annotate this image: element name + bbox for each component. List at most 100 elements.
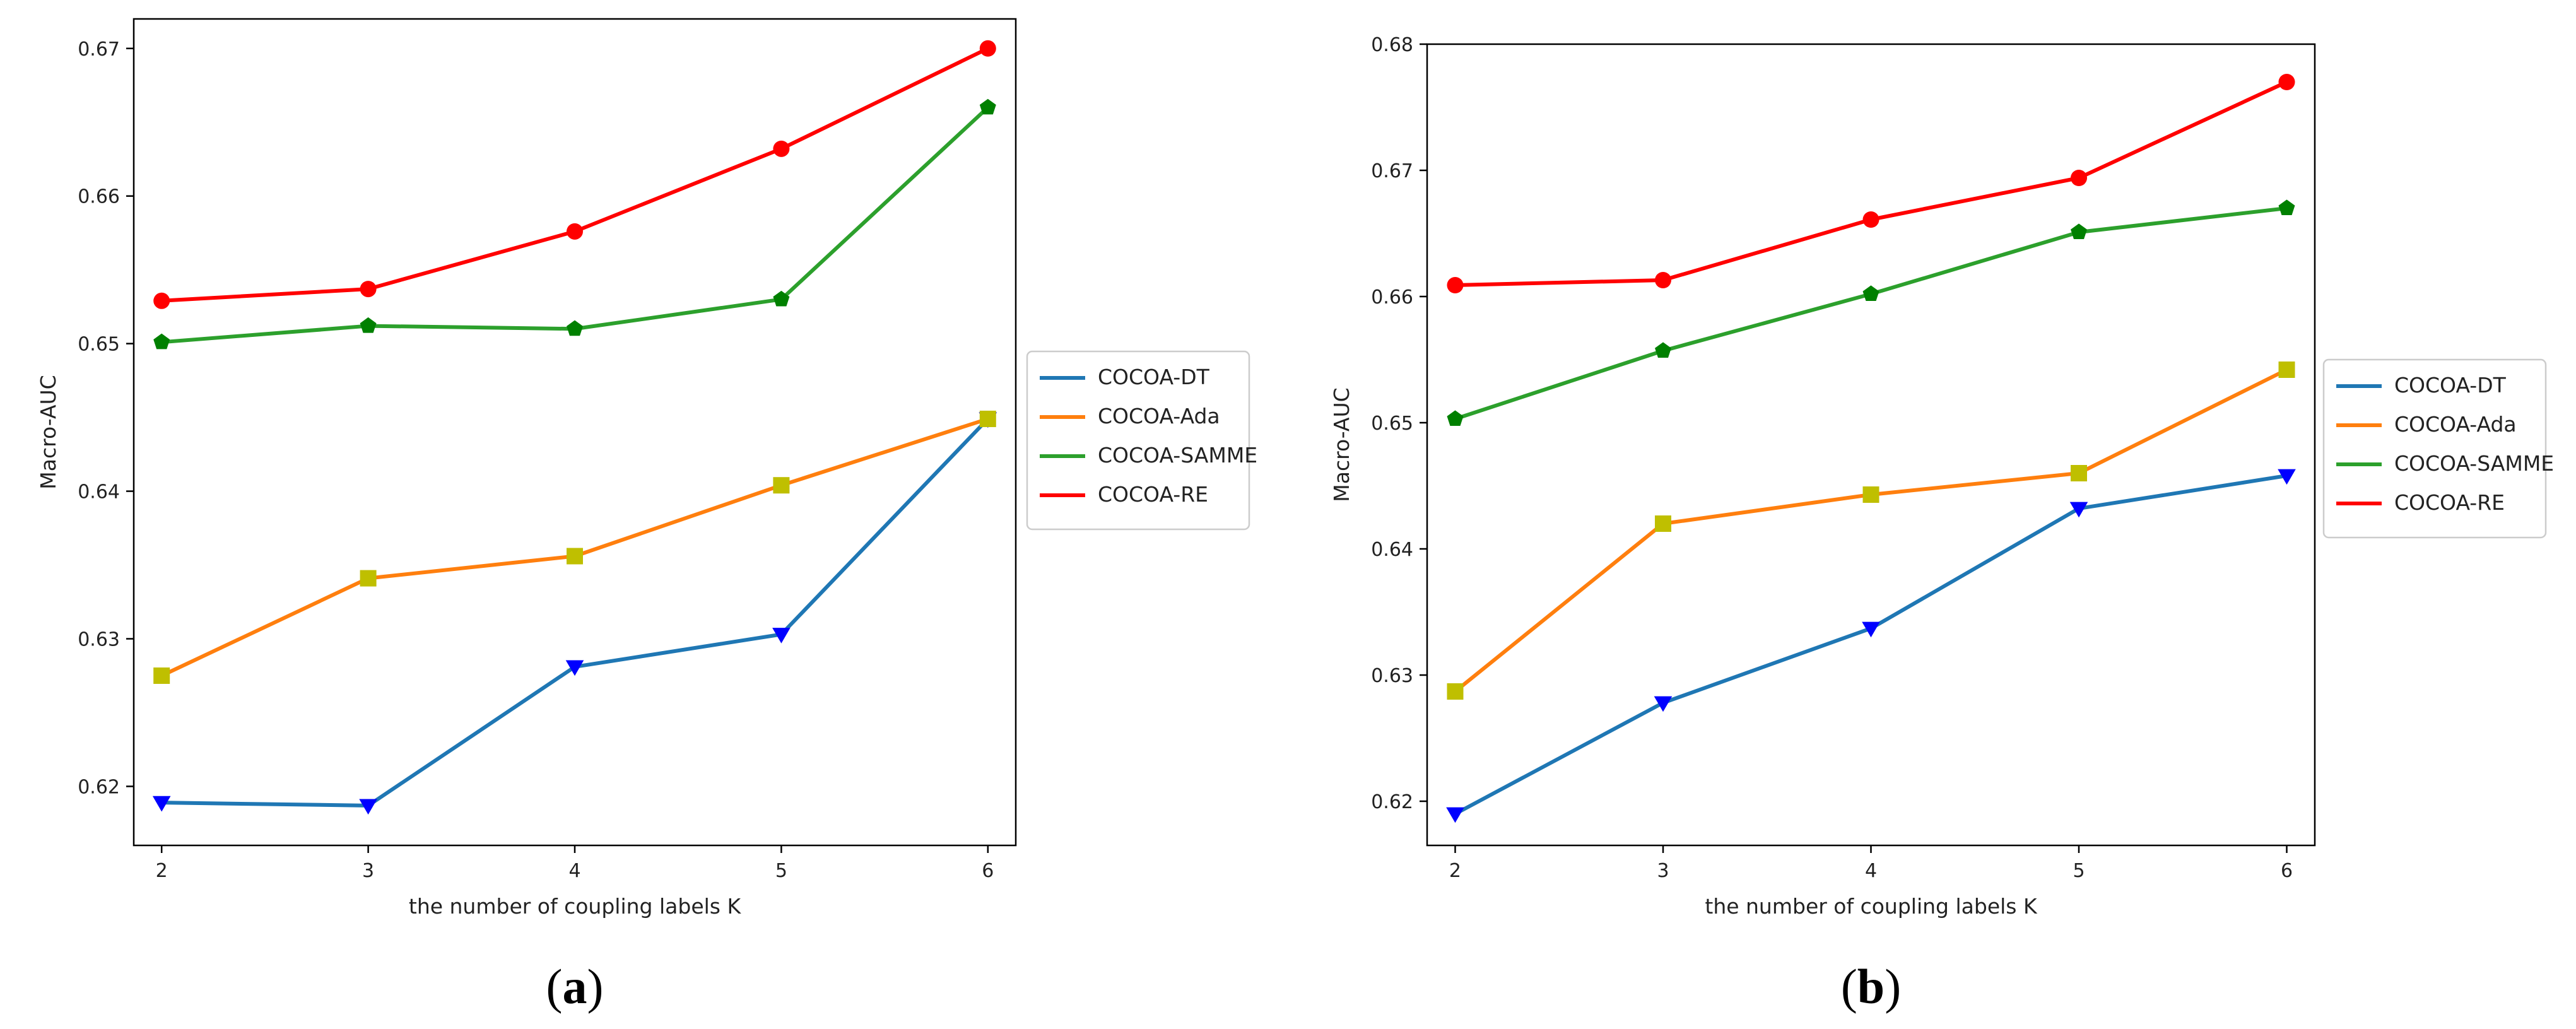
caption-close-paren: ) xyxy=(587,959,604,1014)
x-tick-label: 2 xyxy=(156,860,168,882)
legend-label: COCOA-RE xyxy=(2394,490,2505,515)
data-point-marker xyxy=(567,548,583,565)
data-point-marker xyxy=(153,333,170,350)
y-tick-label: 0.65 xyxy=(1371,413,1413,435)
data-point-marker xyxy=(152,796,171,812)
data-point-marker xyxy=(2278,74,2295,90)
legend-label: COCOA-DT xyxy=(1098,365,1210,389)
data-point-marker xyxy=(1862,621,1880,638)
x-tick-label: 3 xyxy=(1657,860,1669,882)
series-cocoa-dt xyxy=(1446,469,2296,823)
y-tick-label: 0.64 xyxy=(78,481,120,503)
data-point-marker xyxy=(2071,170,2088,186)
data-point-marker xyxy=(773,290,790,307)
series-cocoa-re xyxy=(153,40,996,309)
y-tick-label: 0.62 xyxy=(1371,791,1413,813)
series-line xyxy=(1453,474,2289,816)
y-tick-label: 0.67 xyxy=(1371,160,1413,182)
series-line xyxy=(1453,368,2289,693)
data-point-marker xyxy=(979,98,996,115)
data-point-marker xyxy=(2278,469,2296,485)
series-cocoa-samme xyxy=(1447,199,2295,426)
data-point-marker xyxy=(1862,486,1879,503)
x-axis-label: the number of coupling labels K xyxy=(409,894,742,919)
data-point-marker xyxy=(567,320,583,336)
y-tick-label: 0.63 xyxy=(1371,665,1413,687)
caption-close-paren: ) xyxy=(1885,959,1901,1014)
chart-panel-a: 2 3 4 5 6 0.62 0.63 0.64 0.65 0.66 0.67 the number … xyxy=(36,18,1257,1014)
legend-label: COCOA-SAMME xyxy=(2394,451,2554,476)
series-cocoa-re xyxy=(1447,74,2295,293)
data-point-marker xyxy=(567,223,583,240)
y-tick-label: 0.67 xyxy=(78,38,120,61)
series-line xyxy=(1453,80,2289,287)
caption-letter: a xyxy=(563,959,587,1014)
series-line xyxy=(1453,206,2289,421)
y-axis-label: Macro-AUC xyxy=(36,375,61,489)
y-tick-label: 0.68 xyxy=(1371,34,1413,56)
legend-label: COCOA-Ada xyxy=(2394,412,2517,437)
series-line xyxy=(160,416,990,808)
legend-box xyxy=(1026,350,1250,531)
legend: COCOA-DT COCOA-Ada COCOA-SAMME COCOA-RE xyxy=(2322,358,2554,539)
data-point-marker xyxy=(153,292,170,309)
x-tick-label: 3 xyxy=(362,860,374,882)
data-point-marker xyxy=(1862,285,1879,302)
data-point-marker xyxy=(2071,223,2087,240)
data-point-marker xyxy=(773,477,790,494)
legend-label: COCOA-RE xyxy=(1098,482,1208,507)
data-point-marker xyxy=(2278,199,2295,216)
caption-open-paren: ( xyxy=(546,959,563,1014)
data-point-marker xyxy=(772,628,791,644)
y-tick-label: 0.66 xyxy=(1371,286,1413,309)
series-cocoa-samme xyxy=(153,98,996,350)
data-point-marker xyxy=(1654,696,1673,712)
chart-panel-b: 2 3 4 5 6 0.62 0.63 0.64 0.65 0.66 0.67 0.68 the num… xyxy=(1329,34,2554,1014)
x-tick-label: 6 xyxy=(982,860,994,882)
data-point-marker xyxy=(360,281,377,298)
data-point-marker xyxy=(360,570,377,587)
x-axis-label: the number of coupling labels K xyxy=(1705,894,2038,919)
data-point-marker xyxy=(565,660,584,676)
x-tick-label: 5 xyxy=(2073,860,2085,882)
data-point-marker xyxy=(1655,342,1671,358)
data-point-marker xyxy=(1447,683,1464,700)
data-point-marker xyxy=(979,40,996,57)
data-point-marker xyxy=(2069,502,2088,518)
y-axis-label: Macro-AUC xyxy=(1329,387,1354,502)
x-tick-label: 4 xyxy=(568,860,580,882)
y-tick-label: 0.62 xyxy=(78,776,120,798)
data-point-marker xyxy=(1447,277,1464,293)
panel-caption: (a) xyxy=(546,959,604,1014)
x-tick-label: 2 xyxy=(1449,860,1461,882)
data-point-marker xyxy=(2278,362,2295,378)
plot-frame xyxy=(132,18,1017,847)
data-point-marker xyxy=(773,140,790,157)
data-point-marker xyxy=(979,410,996,427)
series-cocoa-dt xyxy=(152,412,997,815)
caption-open-paren: ( xyxy=(1841,959,1857,1014)
plot-frame xyxy=(1426,43,2316,847)
data-point-marker xyxy=(1447,410,1464,426)
x-tick-label: 5 xyxy=(775,860,787,882)
x-tick-label: 4 xyxy=(1865,860,1877,882)
legend-label: COCOA-SAMME xyxy=(1098,443,1257,467)
legend-label: COCOA-DT xyxy=(2394,373,2507,397)
data-point-marker xyxy=(1654,272,1671,288)
y-tick-label: 0.66 xyxy=(78,186,120,208)
caption-letter: b xyxy=(1857,959,1885,1014)
data-point-marker xyxy=(360,317,377,333)
legend-box xyxy=(2322,358,2547,539)
x-tick-label: 6 xyxy=(2281,860,2293,882)
data-point-marker xyxy=(1862,211,1879,228)
legend: COCOA-DT COCOA-Ada COCOA-SAMME COCOA-RE xyxy=(1026,350,1257,531)
y-tick-label: 0.65 xyxy=(78,334,120,356)
series-cocoa-ada xyxy=(1447,362,2295,700)
panel-caption: (b) xyxy=(1841,959,1901,1014)
y-tick-label: 0.63 xyxy=(78,629,120,651)
series-cocoa-ada xyxy=(153,410,996,684)
data-point-marker xyxy=(359,799,377,815)
legend-label: COCOA-Ada xyxy=(1098,404,1220,428)
data-point-marker xyxy=(1654,515,1671,532)
